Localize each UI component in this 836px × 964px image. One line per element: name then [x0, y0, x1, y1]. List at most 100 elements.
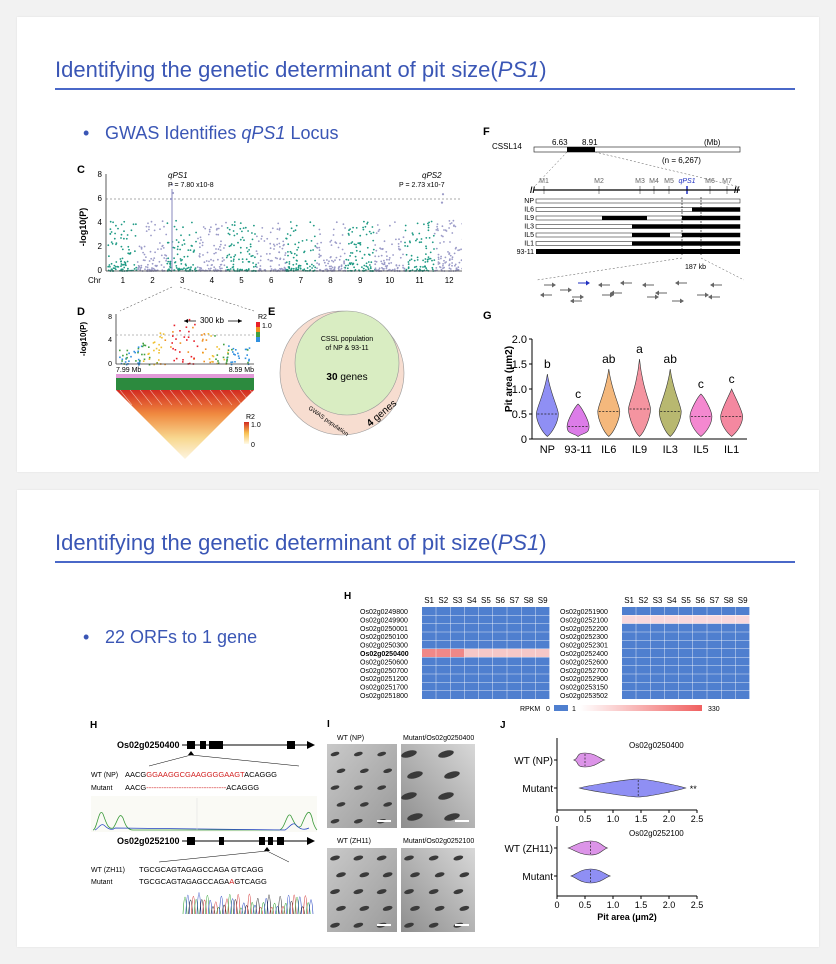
heatmap-cell: [735, 649, 750, 657]
pit: [359, 872, 370, 878]
regional-point: [187, 336, 190, 338]
pit: [353, 855, 364, 861]
gene1-exon: [287, 741, 295, 749]
snp-point: [251, 254, 254, 257]
g-sig-letter: c: [575, 387, 581, 401]
chromosome-label: 4: [210, 276, 215, 285]
regional-point: [244, 348, 247, 351]
snp-point: [413, 266, 416, 269]
ld-stripe: [139, 389, 153, 406]
snp-point: [281, 247, 284, 250]
snp-point: [180, 234, 182, 237]
snp-point: [428, 237, 431, 239]
gene-row-label: Os02g0252400: [560, 651, 608, 658]
heatmap-cell: [521, 623, 536, 632]
snp-point: [451, 258, 454, 260]
snp-point: [347, 264, 350, 267]
regional-point: [139, 359, 141, 362]
chromatogram-peak: [252, 904, 258, 915]
snp-point: [312, 224, 315, 227]
panel-e-letter: E: [268, 306, 275, 318]
snp-point: [278, 251, 280, 254]
snp-point: [449, 241, 451, 243]
heatmap-cell: [707, 615, 721, 624]
heatmap-cell: [622, 682, 636, 691]
snp-point: [383, 240, 386, 243]
heatmap-cell: [721, 607, 736, 615]
snp-point: [422, 266, 424, 268]
j-xtick-label: 2.0: [663, 900, 676, 910]
snp-point: [456, 269, 459, 271]
snp-point: [115, 243, 117, 246]
snp-point: [261, 235, 263, 238]
heatmap-cell: [693, 682, 707, 691]
snp-point: [177, 268, 179, 271]
snp-point: [388, 257, 391, 259]
snp-point: [126, 234, 129, 236]
heatmap-cell: [693, 691, 707, 699]
snp-point: [121, 268, 123, 271]
snp-point: [288, 261, 291, 263]
snp-point: [388, 258, 391, 261]
snp-point: [427, 226, 430, 229]
snp-point: [408, 259, 411, 262]
line-segment: [632, 233, 670, 237]
snp-point: [279, 258, 281, 261]
pit: [376, 889, 387, 895]
snp-point: [351, 231, 354, 233]
snp-point: [314, 266, 317, 269]
snp-point: [241, 261, 244, 263]
snp-point: [121, 264, 124, 266]
heatmap-cell: [422, 640, 436, 649]
regional-point: [130, 355, 132, 358]
snp-point: [402, 264, 404, 267]
snp-point: [343, 260, 345, 262]
snp-point: [374, 267, 377, 270]
snp-point: [154, 251, 156, 254]
heatmap-cell: [521, 682, 536, 691]
g-sig-letter: c: [698, 377, 704, 391]
pit: [438, 792, 454, 800]
chromatogram-2: [182, 892, 314, 915]
snp-point: [236, 233, 239, 235]
snp-point: [273, 248, 275, 250]
g-sig-letter: ab: [602, 352, 616, 366]
orf-arrowhead: [708, 294, 712, 300]
heatmap-cell: [422, 632, 436, 641]
gene-row-label: Os02g0251900: [560, 609, 608, 616]
snp-point: [366, 246, 369, 249]
snp-point: [380, 260, 383, 263]
snp-point: [276, 228, 279, 230]
snp-point: [443, 259, 445, 262]
heatmap-cell: [636, 615, 650, 624]
heatmap-cell: [622, 607, 636, 615]
heatmap-cell: [436, 674, 450, 683]
snp-point: [319, 233, 321, 235]
heatmap-cell: [693, 665, 707, 674]
snp-point: [451, 256, 454, 259]
snp-point: [114, 232, 116, 235]
heatmap-cell: [478, 632, 493, 641]
gene-row-label: Os02g0250600: [360, 659, 408, 666]
chromatogram-peak: [238, 907, 244, 915]
snp-point: [299, 267, 302, 270]
snp-point: [282, 240, 285, 243]
regional-point: [134, 351, 136, 354]
snp-point: [348, 229, 350, 232]
regional-point: [203, 360, 205, 363]
snp-point: [220, 240, 222, 243]
chromatogram-peak: [269, 906, 275, 915]
snp-point: [345, 264, 347, 267]
snp-point: [160, 264, 163, 266]
snp-point: [332, 228, 335, 231]
j-gene-label: Os02g0252100: [629, 829, 684, 838]
regional-point: [162, 333, 165, 335]
snp-point: [195, 231, 197, 234]
snp-point: [415, 265, 418, 268]
sample-label: S6: [495, 596, 505, 605]
snp-point: [112, 221, 114, 224]
snp-point: [438, 262, 441, 265]
regional-point: [144, 344, 147, 347]
title-rule: [55, 88, 795, 90]
sample-label: S5: [681, 596, 691, 605]
